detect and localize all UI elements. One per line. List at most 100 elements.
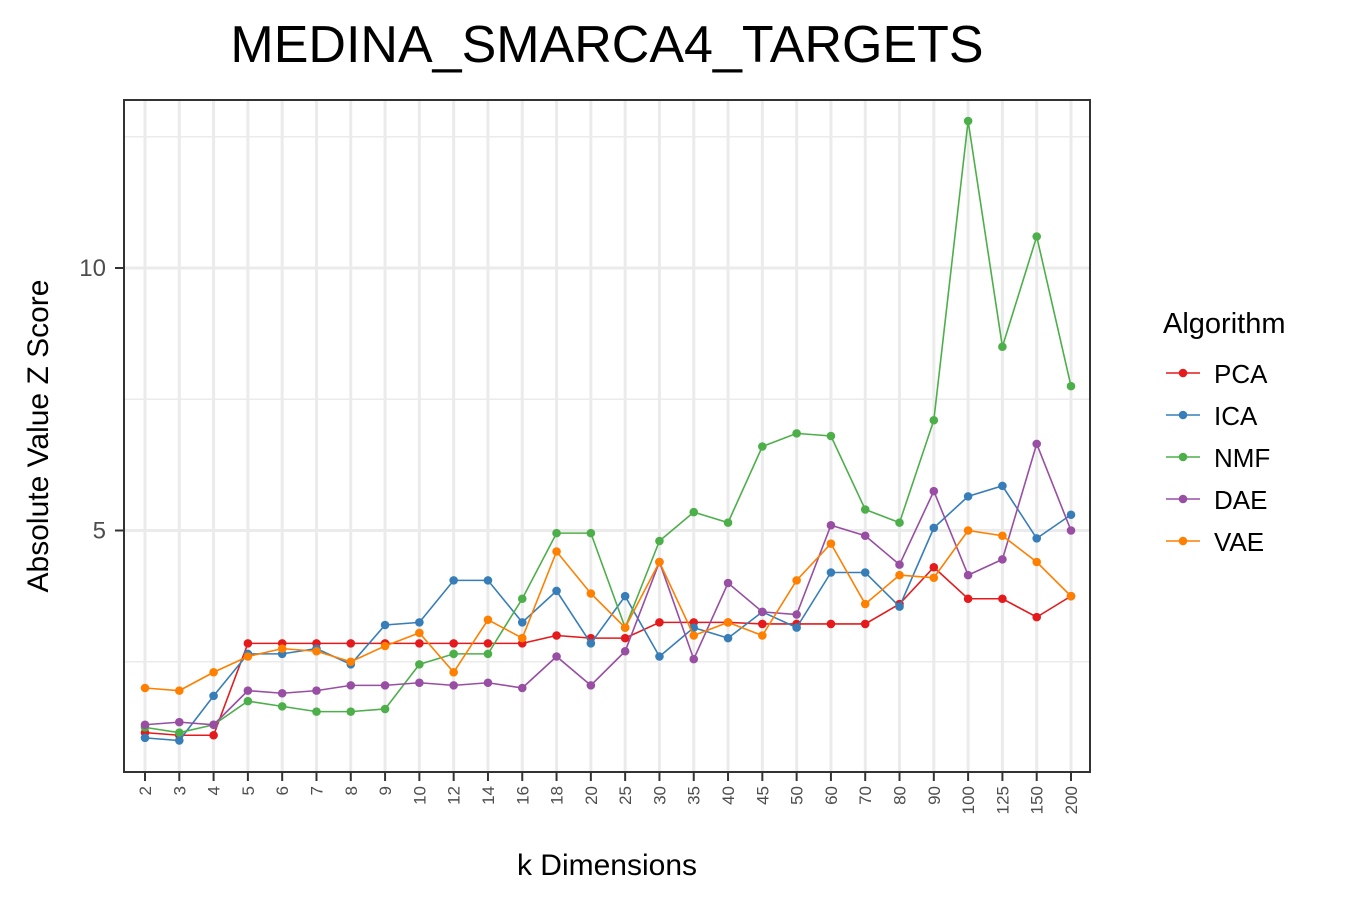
data-point	[209, 667, 218, 677]
data-point	[209, 730, 218, 740]
data-point	[415, 639, 424, 648]
legend: Algorithm PCA ICA NMF DAE VAE	[1163, 308, 1286, 557]
data-point	[174, 686, 184, 695]
data-point	[517, 594, 527, 604]
y-tick-label: 5	[93, 518, 106, 545]
x-tick-label: 3	[170, 786, 189, 795]
data-point	[586, 589, 596, 598]
x-tick-label: 14	[479, 786, 498, 805]
x-tick-label: 80	[891, 786, 910, 805]
data-point	[860, 619, 870, 629]
data-point	[826, 539, 836, 548]
x-tick-label: 18	[548, 786, 567, 805]
data-point	[929, 415, 939, 425]
data-point	[895, 518, 904, 527]
data-point	[860, 531, 870, 541]
series-dae	[140, 439, 1076, 730]
legend-key-point	[1178, 536, 1188, 546]
data-point	[1032, 439, 1042, 449]
data-point	[963, 492, 973, 501]
data-point	[1066, 381, 1076, 391]
x-tick-label: 8	[342, 786, 361, 795]
series-nmf	[140, 116, 1076, 737]
legend-item-dae: DAE	[1166, 485, 1267, 515]
data-point	[312, 707, 321, 716]
x-tick-label: 125	[993, 786, 1012, 814]
legend-key-point	[1178, 368, 1188, 378]
data-point	[346, 681, 356, 690]
data-point	[517, 618, 527, 627]
data-point	[586, 639, 596, 648]
plot-border	[123, 99, 1091, 773]
data-point	[449, 576, 458, 585]
data-point	[929, 562, 939, 572]
data-point	[209, 720, 218, 730]
x-tick-label: 2	[136, 786, 155, 795]
x-tick-label: 4	[205, 786, 224, 795]
data-point	[620, 623, 630, 632]
data-point	[1032, 232, 1042, 241]
data-point	[243, 696, 253, 706]
data-point	[415, 678, 424, 688]
data-point	[723, 518, 733, 527]
series-ica	[140, 481, 1076, 745]
data-point	[1066, 510, 1076, 520]
x-tick-label: 40	[719, 786, 738, 805]
x-tick-label: 10	[410, 786, 429, 805]
series-line	[144, 484, 1072, 742]
legend-items: PCA ICA NMF DAE VAE	[1166, 359, 1270, 557]
data-point	[723, 618, 733, 627]
data-point	[483, 649, 493, 659]
data-point	[415, 660, 424, 669]
data-point	[723, 578, 733, 588]
data-point	[140, 733, 150, 743]
data-point	[929, 486, 939, 496]
x-tick-label: 150	[1028, 786, 1047, 814]
legend-label: ICA	[1214, 401, 1258, 431]
chart-title: MEDINA_SMARCA4_TARGETS	[230, 16, 983, 74]
legend-key-point	[1178, 452, 1188, 462]
legend-label: PCA	[1214, 359, 1268, 389]
legend-label: DAE	[1214, 485, 1267, 515]
x-tick-label: 50	[788, 786, 807, 805]
legend-title: Algorithm	[1163, 308, 1286, 340]
x-tick-label: 16	[513, 786, 532, 805]
data-point	[312, 686, 321, 695]
data-point	[552, 652, 561, 661]
data-point	[895, 560, 904, 569]
data-point	[963, 526, 973, 535]
data-point	[1032, 557, 1042, 567]
data-point	[620, 633, 630, 643]
data-point	[209, 691, 218, 701]
data-point	[380, 641, 390, 651]
data-point	[140, 720, 150, 730]
data-point	[655, 536, 664, 546]
data-point	[963, 594, 973, 604]
data-point	[792, 623, 801, 632]
data-point	[1032, 534, 1042, 543]
legend-label: NMF	[1214, 443, 1270, 473]
legend-item-nmf: NMF	[1166, 443, 1270, 473]
data-point	[998, 555, 1007, 564]
data-point	[963, 116, 973, 126]
series-line	[144, 441, 1072, 726]
data-point	[1032, 612, 1042, 622]
plot-background	[124, 100, 1090, 772]
x-tick-label: 90	[925, 786, 944, 805]
data-point	[689, 631, 699, 640]
data-point	[552, 528, 561, 538]
data-point	[655, 652, 664, 661]
data-point	[380, 620, 390, 630]
data-point	[826, 619, 836, 629]
x-tick-label: 9	[376, 786, 395, 795]
data-point	[483, 639, 493, 648]
data-point	[586, 528, 596, 538]
data-point	[723, 633, 733, 643]
data-point	[998, 594, 1007, 604]
data-point	[277, 702, 287, 711]
data-point	[552, 586, 561, 596]
data-point	[449, 681, 458, 690]
x-tick-label: 35	[685, 786, 704, 805]
data-point	[415, 618, 424, 627]
